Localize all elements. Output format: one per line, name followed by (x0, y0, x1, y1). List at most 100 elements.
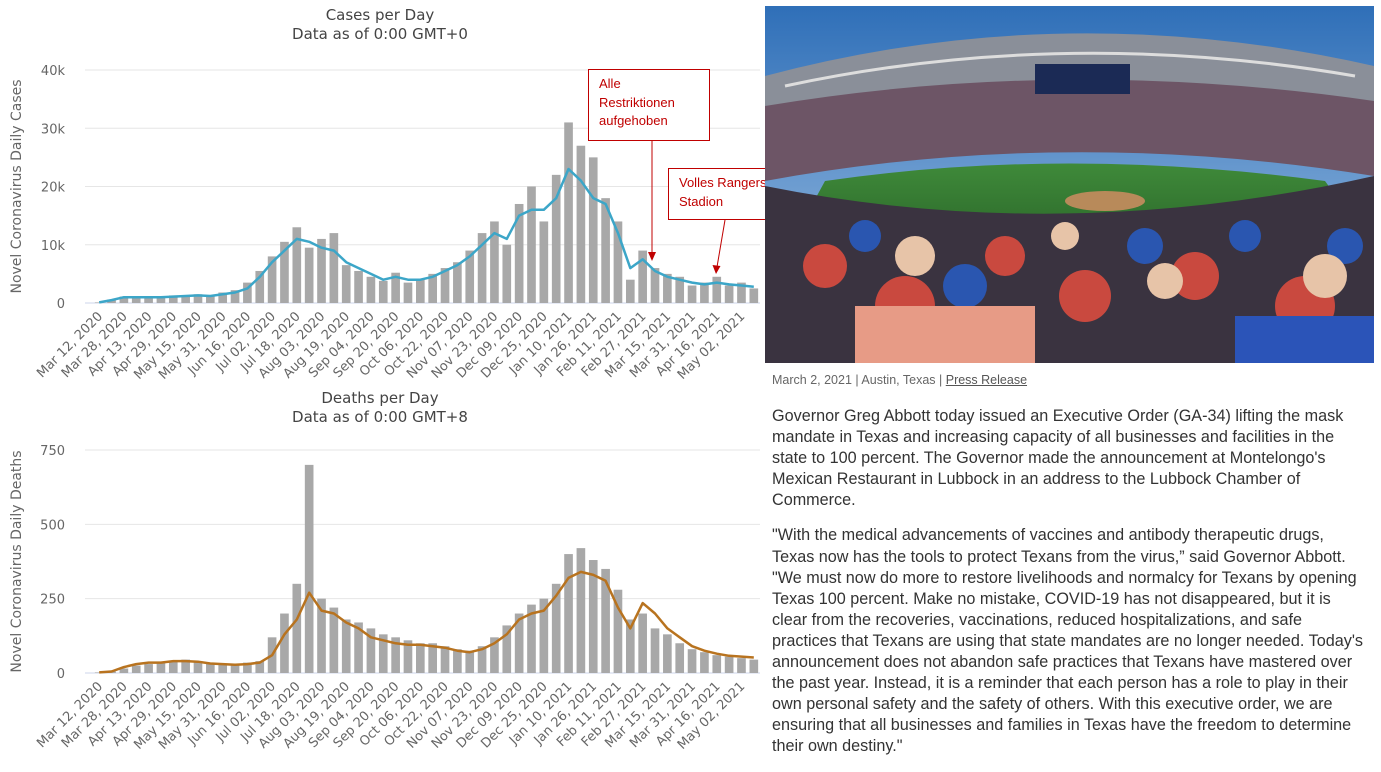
annotation: Alle Restriktionen aufgehoben (588, 69, 710, 141)
bar (243, 662, 252, 673)
line (98, 167, 754, 304)
y-tick-label: 20k (41, 181, 66, 196)
bar (230, 290, 240, 303)
y-tick-label: 40k (41, 64, 66, 79)
y-axis-label: Novel Coronavirus Daily Deaths (9, 450, 25, 672)
bar (675, 276, 685, 303)
y-tick-label: 500 (40, 518, 65, 533)
bar (477, 233, 487, 303)
bar (601, 198, 610, 303)
bar (354, 270, 363, 303)
bar (366, 628, 376, 673)
bar (675, 643, 685, 673)
bar (354, 622, 363, 673)
meta-text: March 2, 2021 | Austin, Texas | (772, 373, 943, 387)
y-axis-label: Novel Coronavirus Daily Cases (9, 79, 25, 293)
bar (94, 302, 104, 303)
bar (700, 282, 709, 303)
bar (304, 247, 314, 303)
bar (416, 278, 425, 303)
bar (181, 659, 190, 673)
bar (329, 233, 339, 303)
bar (206, 295, 215, 303)
bar (255, 270, 265, 303)
bar (477, 646, 487, 673)
bar (304, 464, 314, 673)
y-tick-label: 250 (40, 593, 65, 608)
line (99, 570, 754, 674)
y-tick-label: 10k (41, 239, 66, 254)
bar (416, 643, 425, 673)
bar (564, 122, 573, 303)
bar (453, 262, 462, 303)
bar (428, 643, 437, 673)
bar (502, 244, 512, 303)
bar (564, 554, 573, 673)
bar (663, 634, 672, 673)
bar (663, 273, 672, 303)
bar (712, 655, 722, 673)
bar (131, 297, 141, 303)
bar (243, 282, 252, 303)
bar (700, 652, 709, 673)
article: Governor Greg Abbott today issued an Exe… (772, 406, 1370, 772)
bar (292, 583, 302, 673)
bar (366, 276, 376, 303)
bar (317, 238, 326, 303)
bar (625, 279, 635, 303)
bar (490, 221, 499, 303)
bar (440, 646, 450, 673)
bar (638, 613, 647, 673)
bar (588, 560, 598, 673)
bar (193, 661, 203, 673)
bar (650, 268, 660, 303)
y-tick-label: 750 (40, 444, 65, 459)
bar (391, 637, 400, 673)
press-release-link[interactable]: Press Release (945, 373, 1028, 387)
bar (613, 221, 623, 303)
chart-title: Cases per Day (326, 6, 435, 24)
bar (638, 250, 647, 303)
bar (341, 619, 351, 673)
y-tick-label: 0 (57, 297, 65, 312)
bar (317, 598, 326, 673)
bar (712, 276, 722, 303)
bar (601, 568, 610, 673)
bar (539, 598, 549, 673)
bar (280, 241, 289, 303)
bar (144, 664, 153, 673)
bar (156, 297, 166, 303)
bar (551, 174, 561, 303)
bar (588, 157, 598, 303)
bar (625, 619, 635, 673)
bar (724, 656, 734, 673)
bar (576, 548, 586, 673)
bar (650, 628, 660, 673)
bar (218, 292, 228, 303)
bar (453, 649, 462, 673)
bar (502, 625, 512, 673)
bar (737, 658, 746, 673)
bar (428, 273, 437, 303)
annotation-arrow (716, 219, 726, 268)
bar (280, 613, 289, 673)
bar (193, 294, 203, 303)
bar (724, 285, 734, 303)
bar (749, 659, 759, 673)
bar (329, 607, 339, 673)
stadium-photo (765, 6, 1374, 363)
bar (403, 640, 413, 673)
bar (737, 282, 746, 303)
bar (440, 268, 450, 303)
bar (576, 145, 586, 303)
bar (341, 265, 351, 303)
y-tick-label: 30k (41, 122, 66, 137)
bar (551, 583, 561, 673)
bar (119, 296, 129, 303)
bar (255, 661, 265, 673)
bar (119, 668, 129, 673)
bar (206, 662, 215, 673)
paragraph: Governor Greg Abbott today issued an Exe… (772, 407, 1344, 510)
article-meta: March 2, 2021 | Austin, Texas | Press Re… (772, 373, 1027, 387)
